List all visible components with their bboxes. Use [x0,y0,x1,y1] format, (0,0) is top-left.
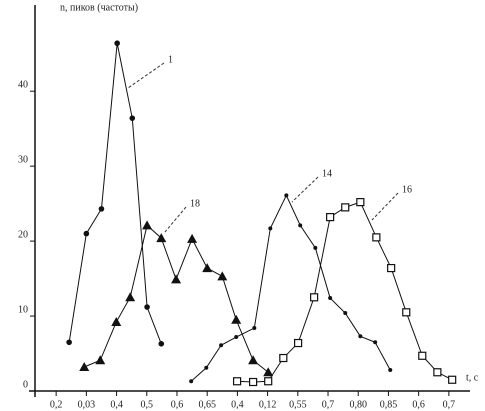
x-tick-label: 0,6 [171,399,184,410]
point-marker [433,368,442,377]
point-marker [129,115,136,121]
point-marker [234,335,239,340]
point-marker [298,223,303,228]
point-marker [189,379,194,384]
point-marker [263,367,274,377]
series-label: 1 [168,54,173,65]
point-marker [387,263,396,273]
point-marker [98,206,105,212]
x-tick-label: 0,85 [380,399,398,410]
x-tick-label: 0,7 [443,399,456,410]
series-label: 18 [190,198,200,209]
point-marker [231,314,242,324]
point-marker [144,304,150,310]
point-marker [373,340,378,345]
point-marker [217,271,228,281]
y-tick-label: 0 [23,379,28,390]
point-marker [402,308,411,317]
x-tick-label: 0,55 [289,399,307,410]
point-marker [448,375,457,384]
series-line [84,224,269,373]
leader-line [164,206,187,233]
point-marker [95,355,106,365]
x-tick-label: 0,65 [198,399,216,410]
point-marker [66,339,72,346]
y-tick-label: 40 [18,79,28,90]
point-marker [284,193,289,198]
point-marker [268,226,273,231]
point-marker [294,338,303,348]
point-marker [156,233,167,243]
point-marker [248,355,259,365]
x-tick-label: 0,7 [322,399,335,410]
point-marker [313,245,318,250]
point-marker [125,292,136,302]
point-marker [114,40,120,47]
point-marker [328,296,333,301]
point-marker [264,377,273,386]
point-marker [232,377,242,386]
y-axis-label: n, пиков (частоты) [60,2,138,13]
y-tick-label: 20 [18,229,28,240]
point-marker [171,274,182,284]
point-marker [310,293,319,302]
point-marker [341,203,350,212]
point-marker [356,198,365,207]
x-tick-label: 0,12 [259,399,277,410]
point-marker [358,334,363,339]
series-line [190,194,391,382]
point-marker [219,343,224,348]
point-marker [249,377,258,387]
x-tick-label: 0,6 [412,399,425,410]
y-tick-label: 30 [18,154,28,165]
leader-line [371,192,399,221]
point-marker [79,362,90,372]
point-marker [187,233,198,243]
point-marker [418,351,427,360]
series-label: 16 [402,184,412,195]
y-tick-label: 10 [18,304,28,315]
series-label: 14 [322,168,332,179]
x-tick-label: 0,4 [110,399,123,410]
point-marker [343,311,348,316]
point-marker [111,317,122,327]
point-marker [388,368,393,373]
point-marker [142,220,153,230]
point-marker [252,326,257,331]
point-marker [279,353,288,363]
leader-line [291,176,319,203]
point-marker [326,213,335,222]
point-marker [204,365,209,370]
x-tick-label: 0,2 [50,399,63,410]
leader-line [127,62,165,89]
point-marker [372,233,381,242]
point-marker [158,340,165,347]
x-axis-label: t, с [466,372,479,383]
x-tick-label: 0,80 [349,399,367,410]
x-tick-label: 0,03 [78,399,96,410]
point-marker [83,230,90,237]
x-tick-label: 0,5 [141,399,154,410]
point-marker [202,263,213,273]
x-tick-label: 0,4 [231,399,244,410]
series-line [68,43,162,344]
